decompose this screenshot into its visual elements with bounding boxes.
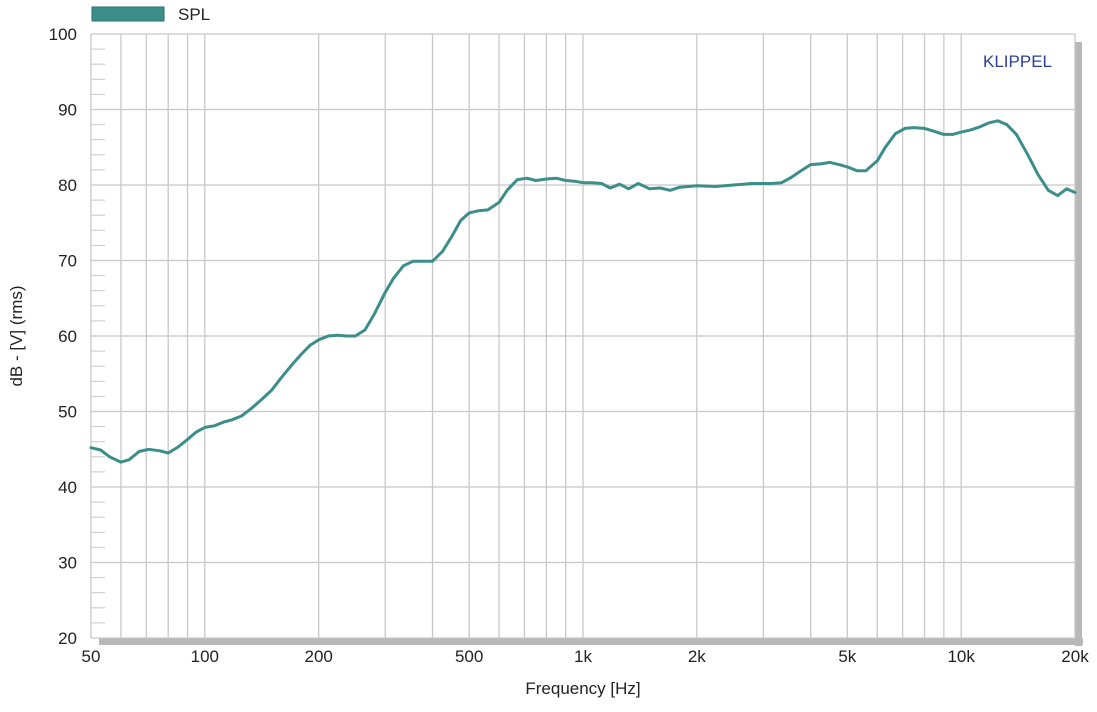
grid (90, 33, 1076, 639)
x-axis-label: Frequency [Hz] (525, 679, 640, 698)
y-tick-label: 80 (58, 176, 77, 195)
y-tick-label: 30 (58, 554, 77, 573)
spl-line (89, 119, 1077, 464)
series-lines (89, 119, 1077, 464)
x-tick-label: 100 (191, 647, 219, 666)
x-tick-label: 200 (304, 647, 332, 666)
y-axis-label: dB - [V] (rms) (7, 285, 26, 386)
y-tick-label: 50 (58, 403, 77, 422)
y-tick-label: 40 (58, 478, 77, 497)
klippel-watermark: KLIPPEL (983, 52, 1052, 71)
y-tick-label: 20 (58, 629, 77, 648)
plot-shadow-bottom (99, 638, 1083, 645)
x-tick-label: 5k (838, 647, 856, 666)
plot-shadow (99, 42, 1083, 646)
legend-swatch-spl (91, 6, 165, 22)
x-tick-label: 1k (574, 647, 592, 666)
legend: SPL (91, 5, 210, 24)
x-tick-label: 10k (947, 647, 975, 666)
y-axis-ticks: 20 30 40 50 60 70 80 90 100 (49, 25, 77, 648)
y-tick-label: 100 (49, 25, 77, 44)
x-axis-ticks: 50 100 200 500 1k 2k 5k 10k 20k (82, 647, 1090, 666)
plot-shadow-right (1075, 42, 1082, 646)
y-tick-label: 90 (58, 101, 77, 120)
x-tick-label: 20k (1061, 647, 1089, 666)
x-tick-label: 50 (82, 647, 101, 666)
y-tick-label: 60 (58, 327, 77, 346)
y-tick-label: 70 (58, 252, 77, 271)
x-tick-label: 2k (688, 647, 706, 666)
x-tick-label: 500 (455, 647, 483, 666)
legend-label-spl: SPL (178, 5, 210, 24)
